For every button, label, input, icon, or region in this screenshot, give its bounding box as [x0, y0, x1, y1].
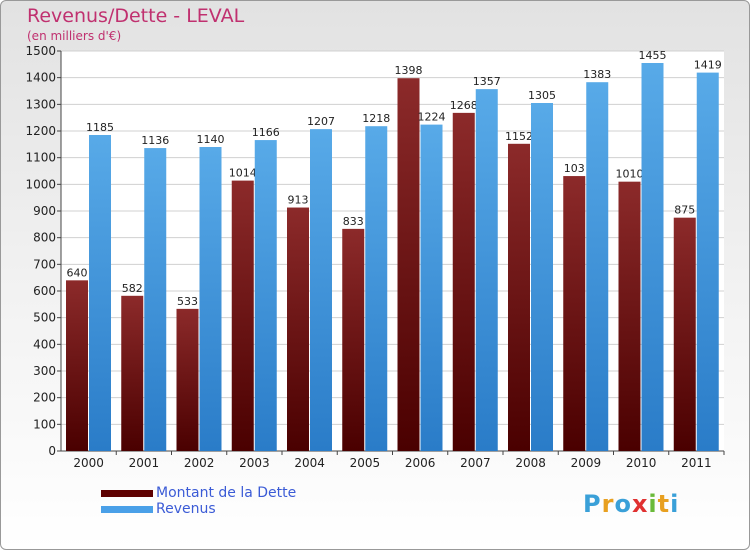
data-label: 1268 [450, 99, 478, 112]
legend-swatch-revenus [101, 506, 153, 513]
data-label: 1207 [307, 115, 335, 128]
bar-revenus [641, 63, 664, 451]
proxiti-logo: Proxiti [583, 490, 679, 518]
legend-swatch-dette [101, 490, 153, 497]
bar-revenus [586, 82, 609, 451]
x-tick-label: 2009 [571, 456, 602, 470]
plot-area [61, 51, 724, 451]
data-label: 533 [177, 295, 198, 308]
y-tick-label: 300 [33, 364, 56, 378]
logo-letter: t [657, 490, 671, 518]
x-tick-label: 2001 [129, 456, 160, 470]
y-tick-label: 1300 [25, 97, 56, 111]
bar-dette [121, 295, 144, 451]
data-label: 582 [122, 282, 143, 295]
y-tick-label: 100 [33, 417, 56, 431]
data-label: 1136 [141, 134, 169, 147]
bar-revenus [89, 135, 111, 451]
data-label: 640 [67, 266, 88, 279]
data-label: 1398 [395, 64, 423, 77]
bar-revenus [310, 129, 332, 451]
bar-revenus [199, 147, 222, 451]
data-label: 1305 [528, 89, 556, 102]
x-tick-label: 2010 [626, 456, 657, 470]
y-tick-label: 1400 [25, 71, 56, 85]
bar-dette [342, 228, 365, 451]
data-label: 875 [674, 204, 695, 217]
chart-subtitle: (en milliers d'€) [27, 29, 122, 43]
x-tick-label: 2008 [515, 456, 546, 470]
logo-letter: P [583, 490, 602, 518]
data-label: 913 [288, 194, 309, 207]
x-tick-label: 2004 [294, 456, 325, 470]
x-tick-label: 2007 [460, 456, 491, 470]
y-tick-label: 800 [33, 231, 56, 245]
logo-letter: x [631, 490, 649, 518]
x-tick-label: 2002 [184, 456, 215, 470]
bar-revenus [144, 148, 167, 452]
bar-dette [508, 143, 530, 452]
data-label: 1455 [639, 49, 667, 62]
data-label: 1185 [86, 121, 114, 134]
bar-dette [231, 180, 254, 451]
y-tick-label: 1000 [25, 177, 56, 191]
bar-dette [287, 207, 309, 451]
bar-dette [673, 217, 696, 451]
bar-dette [563, 176, 586, 452]
logo-letter: r [601, 490, 615, 518]
x-tick-label: 2011 [681, 456, 712, 470]
bar-revenus [475, 89, 498, 451]
bar-dette [176, 308, 199, 451]
legend-label-dette: Montant de la Dette [156, 485, 297, 501]
legend-label-revenus: Revenus [156, 501, 216, 517]
y-tick-label: 1100 [25, 151, 56, 165]
y-tick-label: 1200 [25, 124, 56, 138]
y-tick-label: 600 [33, 284, 56, 298]
bar-dette [452, 112, 475, 451]
y-tick-label: 200 [33, 391, 56, 405]
data-label: 1010 [616, 168, 644, 181]
bar-revenus [696, 72, 719, 451]
data-label: 1224 [418, 111, 446, 124]
bar-revenus [420, 124, 443, 451]
data-label: 1218 [362, 112, 390, 125]
x-tick-label: 2000 [73, 456, 104, 470]
data-label: 1357 [473, 75, 501, 88]
logo-letter: i [670, 490, 680, 518]
y-tick-label: 500 [33, 311, 56, 325]
data-label: 1014 [229, 167, 257, 180]
bar-revenus [254, 140, 277, 452]
data-label: 1419 [694, 59, 722, 72]
x-tick-label: 2005 [350, 456, 381, 470]
logo-letter: i [648, 490, 658, 518]
bar-dette [397, 78, 420, 451]
bar-revenus [365, 126, 388, 451]
data-label: 1152 [505, 130, 533, 143]
bar-dette [66, 280, 88, 451]
bar-dette [618, 181, 641, 451]
data-label: 1166 [252, 126, 280, 139]
y-tick-label: 900 [33, 204, 56, 218]
chart-title: Revenus/Dette - LEVAL [27, 5, 245, 27]
x-tick-label: 2006 [405, 456, 436, 470]
bar-revenus [531, 103, 553, 451]
y-tick-label: 700 [33, 257, 56, 271]
logo-letter: o [614, 490, 632, 518]
x-tick-label: 2003 [239, 456, 270, 470]
y-tick-label: 1500 [25, 44, 56, 58]
data-label: 1383 [583, 68, 611, 81]
data-label: 1140 [197, 133, 225, 146]
y-tick-label: 0 [48, 444, 56, 458]
y-tick-label: 400 [33, 337, 56, 351]
data-label: 103 [564, 162, 585, 175]
data-label: 833 [343, 215, 364, 228]
